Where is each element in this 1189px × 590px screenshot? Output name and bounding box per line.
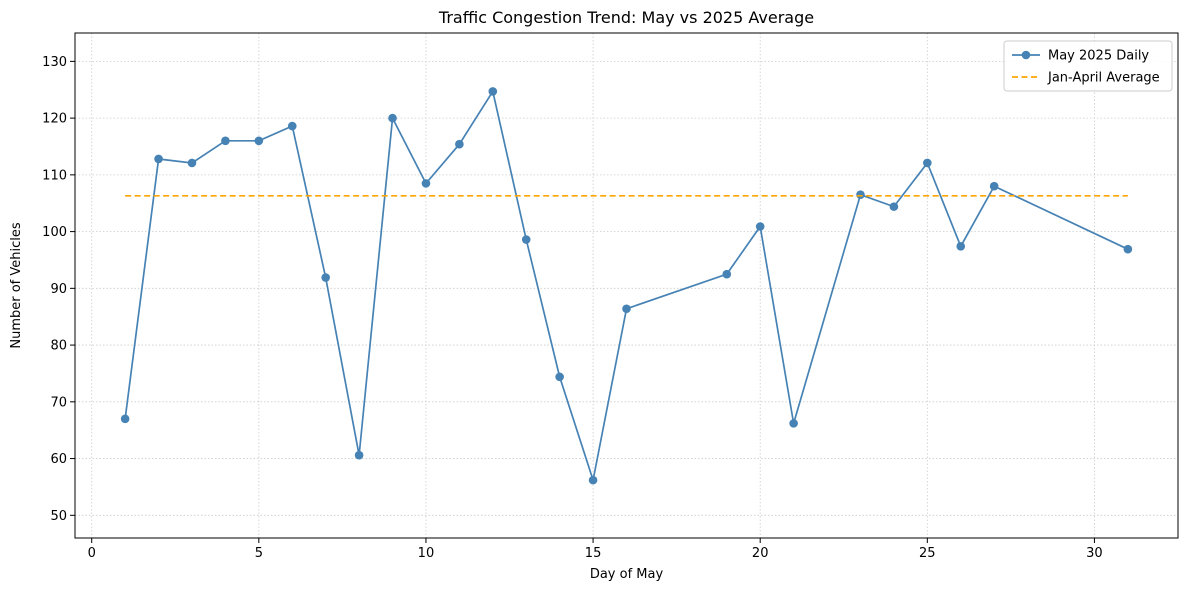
plot-frame xyxy=(74,32,1179,539)
x-tick-label: 20 xyxy=(752,546,769,561)
axis-ticks: 0 5 10 15 20 25 30 50 60 70 80 90 100 110 120 130 xyxy=(42,55,1103,561)
x-axis-title: Day of May xyxy=(590,567,664,582)
legend-label: May 2025 Daily xyxy=(1048,49,1149,64)
y-tick-label: 130 xyxy=(42,55,67,70)
data-point xyxy=(221,136,230,146)
data-point xyxy=(154,154,163,164)
y-tick-label: 70 xyxy=(50,395,67,410)
data-point xyxy=(321,273,330,282)
data-point xyxy=(588,475,598,485)
y-tick-label: 80 xyxy=(50,339,67,354)
x-tick-label: 15 xyxy=(585,546,602,561)
y-tick-label: 90 xyxy=(50,282,67,297)
chart-title: Traffic Congestion Trend: May vs 2025 Av… xyxy=(438,8,814,27)
data-point xyxy=(622,304,631,314)
x-tick-label: 0 xyxy=(88,546,96,561)
y-tick-label: 120 xyxy=(42,112,67,127)
legend-label: Jan-April Average xyxy=(1047,71,1160,86)
data-point xyxy=(555,372,564,382)
y-tick-label: 100 xyxy=(42,225,67,240)
legend: May 2025 Daily Jan-April Average xyxy=(1003,40,1173,92)
data-point xyxy=(956,242,966,251)
data-point xyxy=(187,158,197,168)
x-tick-label: 10 xyxy=(418,546,435,561)
data-point xyxy=(120,414,130,424)
y-axis-title: Number of Vehicles xyxy=(9,222,24,349)
legend-box xyxy=(1003,40,1173,92)
data-point xyxy=(856,190,865,200)
data-point xyxy=(722,269,732,279)
y-tick-label: 110 xyxy=(42,168,67,183)
legend-marker xyxy=(1021,50,1031,60)
data-point xyxy=(1123,244,1133,254)
data-point xyxy=(254,136,264,146)
x-tick-label: 30 xyxy=(1086,546,1103,561)
series-line-1 xyxy=(124,89,1129,484)
grid xyxy=(75,33,1178,538)
data-point xyxy=(488,87,498,96)
data-point xyxy=(455,139,464,149)
series-layer xyxy=(120,87,1133,485)
data-point xyxy=(989,181,999,191)
y-tick-label: 60 xyxy=(50,452,67,467)
y-tick-label: 50 xyxy=(50,509,67,524)
data-point xyxy=(287,121,297,131)
data-point xyxy=(388,113,397,123)
x-tick-label: 5 xyxy=(255,546,263,561)
x-tick-label: 25 xyxy=(919,546,936,561)
data-point xyxy=(755,222,765,231)
data-point xyxy=(521,235,531,244)
data-point xyxy=(354,450,364,460)
data-point xyxy=(923,158,932,168)
data-point xyxy=(421,179,431,188)
data-point xyxy=(789,419,798,428)
data-point xyxy=(889,202,899,211)
